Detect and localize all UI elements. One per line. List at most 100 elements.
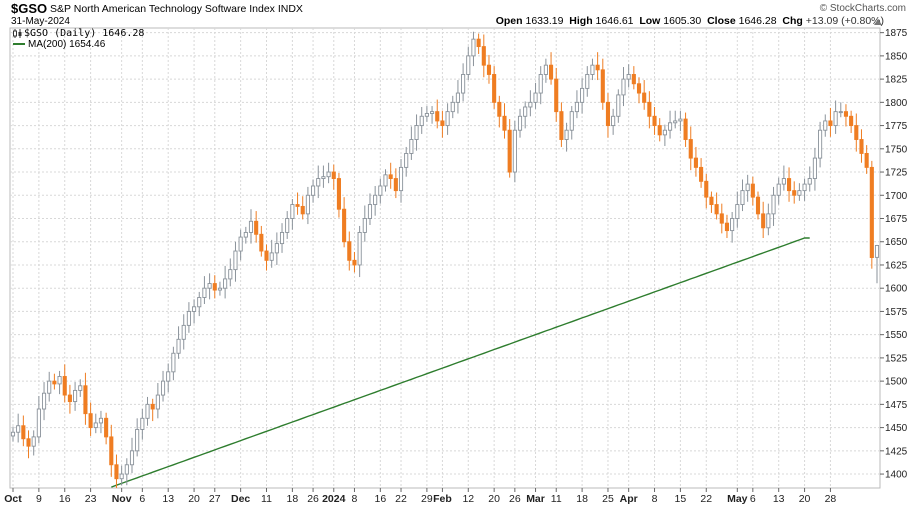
candle-body	[140, 417, 145, 430]
candle-body	[693, 157, 698, 168]
candle-body	[512, 129, 517, 173]
y-tick-label: 1500	[885, 377, 908, 388]
candle-body	[709, 196, 714, 206]
candle-body	[57, 376, 62, 385]
candle-body	[538, 74, 543, 94]
y-tick-label: 1525	[885, 353, 908, 364]
candle-body	[78, 385, 83, 391]
candle-body	[833, 111, 838, 127]
x-tick-label: 22	[395, 493, 407, 505]
candle-body	[316, 178, 321, 187]
candle-body	[26, 438, 31, 447]
candle-body	[549, 64, 554, 80]
x-tick-label: Apr	[620, 493, 638, 505]
candle-body	[155, 394, 160, 410]
candle-body	[704, 180, 709, 198]
candle-body	[761, 213, 766, 229]
candle-body	[699, 166, 704, 182]
candle-body	[585, 74, 590, 89]
candle-body	[724, 222, 730, 232]
candle-body	[730, 218, 735, 232]
x-tick-label: 26	[509, 493, 521, 505]
open-value: 1633.19	[525, 15, 564, 27]
candle-body	[818, 129, 823, 159]
high-value: 1646.61	[595, 15, 634, 27]
candle-body	[652, 115, 657, 127]
x-tick-label: 11	[551, 493, 562, 505]
candle-body	[383, 174, 388, 187]
candle-body	[160, 380, 166, 396]
candle-body	[150, 403, 155, 410]
high-label: High	[569, 15, 593, 27]
x-tick-label: Oct	[4, 493, 22, 505]
candle-body	[166, 371, 171, 382]
x-tick-label: Mar	[526, 493, 545, 505]
candle-body	[238, 236, 243, 252]
x-tick-label: 20	[799, 493, 811, 505]
chart-header: $GSO S&P North American Technology Softw…	[0, 0, 912, 28]
candle-body	[367, 204, 373, 219]
x-tick-label: 20	[188, 493, 200, 505]
candle-body	[864, 153, 869, 168]
candle-body	[357, 231, 362, 266]
candle-body	[16, 425, 21, 433]
candle-body	[248, 220, 254, 233]
candle-body	[217, 287, 222, 291]
candle-body	[259, 233, 264, 252]
candle-body	[497, 101, 502, 117]
candle-body	[854, 125, 859, 140]
candle-body	[83, 385, 88, 415]
candle-body	[631, 74, 636, 85]
x-tick-label: 12	[462, 493, 474, 505]
candle-body	[554, 78, 559, 113]
candle-body	[336, 178, 341, 210]
candle-body	[223, 278, 228, 289]
plot-frame	[9, 27, 881, 489]
candle-body	[352, 259, 357, 266]
candle-body	[269, 252, 274, 261]
candle-body	[533, 92, 538, 103]
candle-body	[636, 83, 642, 94]
x-tick-label: 2024	[322, 493, 346, 505]
candle-body	[657, 125, 662, 136]
y-axis: 1400 1425 1450 1475 1500 1525 1550 1575 1600 1625…	[880, 28, 908, 481]
x-tick-label: 28	[825, 493, 837, 505]
candle-body	[41, 392, 47, 410]
candle-body	[295, 204, 300, 207]
ohlc-readout: Open 1633.19 High 1646.61 Low 1605.30 Cl…	[496, 15, 884, 27]
candle-body	[300, 205, 305, 215]
candle-body	[580, 87, 585, 103]
candle-body	[104, 417, 109, 438]
x-tick-label: 16	[374, 493, 386, 505]
x-tick-label: Nov	[112, 493, 132, 505]
candle-body	[207, 283, 212, 289]
candle-body	[838, 111, 843, 114]
legend-ma-text: MA(200) 1654.46	[28, 39, 106, 50]
y-tick-label: 1725	[885, 168, 908, 179]
candle-body	[331, 171, 336, 179]
candle-body	[321, 176, 326, 179]
chg-value: +13.09 (+0.80%)	[805, 15, 884, 27]
candle-body	[750, 183, 755, 198]
candle-body	[859, 139, 864, 154]
candle-body	[93, 422, 98, 429]
close-label: Close	[707, 15, 736, 27]
candle-body	[476, 38, 481, 48]
copyright[interactable]: © StockCharts.com	[819, 3, 906, 14]
x-tick-label: Feb	[433, 493, 452, 505]
candle-body	[481, 46, 486, 66]
y-tick-label: 1650	[885, 237, 908, 248]
candle-body	[145, 403, 150, 419]
candle-body	[647, 101, 652, 117]
candle-body	[373, 194, 378, 206]
candle-body	[109, 436, 114, 466]
candle-body	[559, 111, 564, 140]
candle-body	[786, 178, 792, 192]
candle-body	[595, 64, 600, 71]
candle-body	[792, 190, 797, 196]
candle-body	[745, 183, 750, 192]
candle-body	[305, 194, 310, 215]
candle-body	[440, 120, 445, 127]
candle-body	[388, 174, 393, 179]
candle-body	[192, 306, 197, 312]
